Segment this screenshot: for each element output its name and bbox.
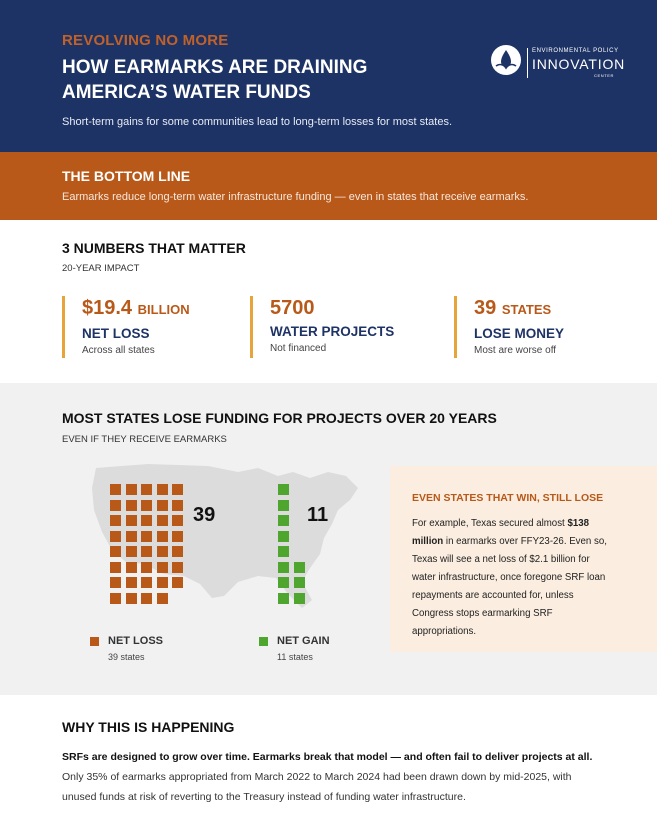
gain-square: [278, 561, 289, 573]
bottom-line-title: THE BOTTOM LINE: [62, 168, 191, 184]
stat-label: NET LOSS: [82, 326, 150, 341]
loss-square: [141, 561, 152, 573]
callout-text: For example, Texas secured almost $138 m…: [412, 518, 607, 637]
loss-square: [125, 577, 137, 588]
loss-square: [141, 499, 152, 511]
stat-lose-money: 39 STATES LOSE MONEY Most are worse off: [454, 296, 564, 358]
numbers-subheading: 20-YEAR IMPACT: [62, 263, 140, 274]
logo-line-1: ENVIRONMENTAL POLICY: [532, 48, 619, 54]
gain-square: [278, 577, 289, 588]
gain-square: [278, 484, 289, 495]
gain-square: [278, 530, 289, 542]
callout-box: EVEN STATES THAT WIN, STILL LOSE For exa…: [390, 466, 657, 652]
stat-value: 5700: [270, 297, 315, 319]
gain-square: [293, 577, 305, 588]
loss-square: [125, 561, 137, 573]
loss-square: [141, 577, 152, 588]
section-subtitle: EVEN IF THEY RECEIVE EARMARKS: [62, 434, 227, 445]
loss-square: [110, 592, 121, 604]
loss-square: [156, 592, 168, 604]
loss-square: [156, 484, 168, 495]
legend-label: NET GAIN: [277, 635, 330, 647]
section-title: MOST STATES LOSE FUNDING FOR PROJECTS OV…: [62, 410, 497, 426]
loss-square: [172, 561, 183, 573]
loss-square: [125, 515, 137, 526]
stat-accent-bar: [250, 296, 253, 358]
loss-square: [156, 561, 168, 573]
logo: ENVIRONMENTAL POLICY INNOVATION CENTER: [490, 44, 630, 84]
stat-value: 39 STATES: [474, 297, 552, 319]
loss-square: [125, 499, 137, 511]
loss-square: [110, 515, 121, 526]
stat-value: $19.4 BILLION: [82, 297, 190, 319]
gain-square: [278, 592, 289, 604]
loss-square: [125, 530, 137, 542]
loss-square: [156, 530, 168, 542]
stat-note: Most are worse off: [474, 345, 557, 356]
loss-square: [125, 546, 137, 557]
loss-square: [172, 577, 183, 588]
bottom-line-band: THE BOTTOM LINE Earmarks reduce long-ter…: [0, 152, 657, 220]
gain-square: [293, 561, 305, 573]
loss-square: [110, 484, 121, 495]
loss-square: [110, 577, 121, 588]
gain-square: [293, 592, 305, 604]
states-section: MOST STATES LOSE FUNDING FOR PROJECTS OV…: [0, 383, 657, 695]
loss-square: [172, 530, 183, 542]
gain-square: [278, 515, 289, 526]
loss-square: [156, 546, 168, 557]
why-text: SRFs are designed to grow over time. Ear…: [62, 751, 593, 803]
legend-label: NET LOSS: [108, 635, 164, 647]
page-title: HOW EARMARKS ARE DRAINING AMERICA’S WATE…: [62, 57, 368, 103]
stat-water-projects: 5700 WATER PROJECTS Not financed: [250, 296, 394, 358]
gain-square: [278, 546, 289, 557]
logo-line-2: INNOVATION: [532, 56, 626, 72]
stat-label: WATER PROJECTS: [270, 324, 395, 339]
gain-swatch: [259, 637, 268, 646]
loss-square: [156, 515, 168, 526]
stat-accent-bar: [454, 296, 457, 358]
stat-note: Not financed: [270, 343, 327, 354]
loss-square: [141, 592, 152, 604]
loss-square: [172, 499, 183, 511]
loss-square: [110, 499, 121, 511]
header: REVOLVING NO MORE HOW EARMARKS ARE DRAIN…: [0, 0, 657, 152]
loss-square: [172, 484, 183, 495]
loss-square: [125, 592, 137, 604]
logo-divider: [527, 48, 528, 78]
loss-square: [156, 577, 168, 588]
page-subtitle: Short-term gains for some communities le…: [62, 116, 453, 128]
stat-label: LOSE MONEY: [474, 326, 565, 341]
callout-title: EVEN STATES THAT WIN, STILL LOSE: [412, 492, 604, 504]
stat-net-loss: $19.4 BILLION NET LOSS Across all states: [62, 296, 190, 358]
loss-square: [110, 561, 121, 573]
legend-note: 11 states: [277, 652, 313, 662]
loss-square: [141, 530, 152, 542]
numbers-heading: 3 NUMBERS THAT MATTER: [62, 240, 246, 256]
loss-square: [125, 484, 137, 495]
loss-square: [141, 515, 152, 526]
why-title: WHY THIS IS HAPPENING: [62, 719, 235, 735]
loss-square: [141, 546, 152, 557]
stat-accent-bar: [62, 296, 65, 358]
loss-square: [110, 530, 121, 542]
loss-square: [172, 546, 183, 557]
loss-count: 39: [193, 504, 216, 526]
loss-swatch: [90, 637, 99, 646]
bottom-line-text: Earmarks reduce long-term water infrastr…: [62, 191, 529, 203]
loss-square: [110, 546, 121, 557]
gain-count: 11: [307, 504, 329, 526]
logo-line-3: CENTER: [594, 73, 615, 78]
loss-square: [156, 499, 168, 511]
legend-note: 39 states: [108, 652, 145, 662]
stat-note: Across all states: [82, 345, 155, 356]
leaf-drop-icon: [491, 45, 521, 75]
loss-square: [172, 515, 183, 526]
kicker: REVOLVING NO MORE: [62, 32, 229, 49]
gain-square: [278, 499, 289, 511]
loss-square: [141, 484, 152, 495]
